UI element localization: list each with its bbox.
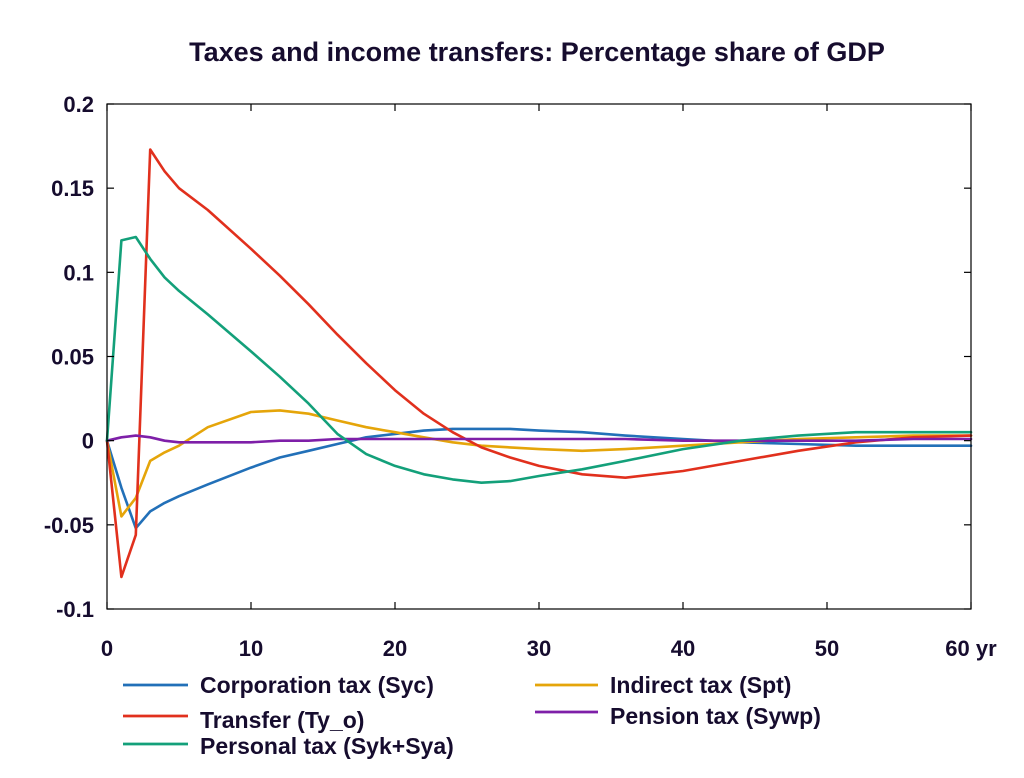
x-tick-label: 0 [101,636,113,661]
legend-label: Transfer (Ty_o) [200,707,364,733]
series-line-transfer-ty-o [105,148,973,579]
legend-item-transfer-ty-o: Transfer (Ty_o) [123,707,364,733]
y-tick-label: 0 [82,429,94,454]
y-axis: 0.2 0.15 0.1 0.05 0 -0.05 -0.1 [44,92,971,622]
plot-area [105,103,973,610]
legend-label: Personal tax (Syk+Sya) [200,733,454,759]
y-tick-label: -0.1 [56,597,94,622]
x-tick-label: 50 [815,636,839,661]
y-tick-label: 0.15 [51,176,94,201]
series-line-pension-tax-sywp [105,434,973,444]
plot-frame [106,103,972,610]
x-tick-label: 10 [239,636,263,661]
x-tick-label: 30 [527,636,551,661]
legend-item-personal-tax-syk-sya: Personal tax (Syk+Sya) [123,733,454,759]
legend-label: Corporation tax (Syc) [200,672,434,698]
legend: Corporation tax (Syc) Indirect tax (Spt) T… [123,672,821,759]
legend-item-pension-tax-sywp: Pension tax (Sywp) [535,703,821,729]
chart-title: Taxes and income transfers: Percentage s… [189,37,885,67]
x-axis: 0 10 20 30 40 50 60 yr [101,104,997,661]
x-tick-label: 40 [671,636,695,661]
y-tick-label: 0.2 [63,92,94,117]
y-tick-label: -0.05 [44,513,94,538]
legend-label: Indirect tax (Spt) [610,672,791,698]
y-tick-label: 0.1 [63,260,94,285]
legend-item-indirect-tax-spt: Indirect tax (Spt) [535,672,791,698]
x-tick-label: 20 [383,636,407,661]
series-line-personal-tax-syk-sya [105,235,973,485]
y-tick-label: 0.05 [51,345,94,370]
x-tick-label: 60 yr [945,636,997,661]
series-line-indirect-tax-spt [105,409,973,518]
legend-label: Pension tax (Sywp) [610,703,821,729]
legend-item-corporation-tax-syc: Corporation tax (Syc) [123,672,434,698]
